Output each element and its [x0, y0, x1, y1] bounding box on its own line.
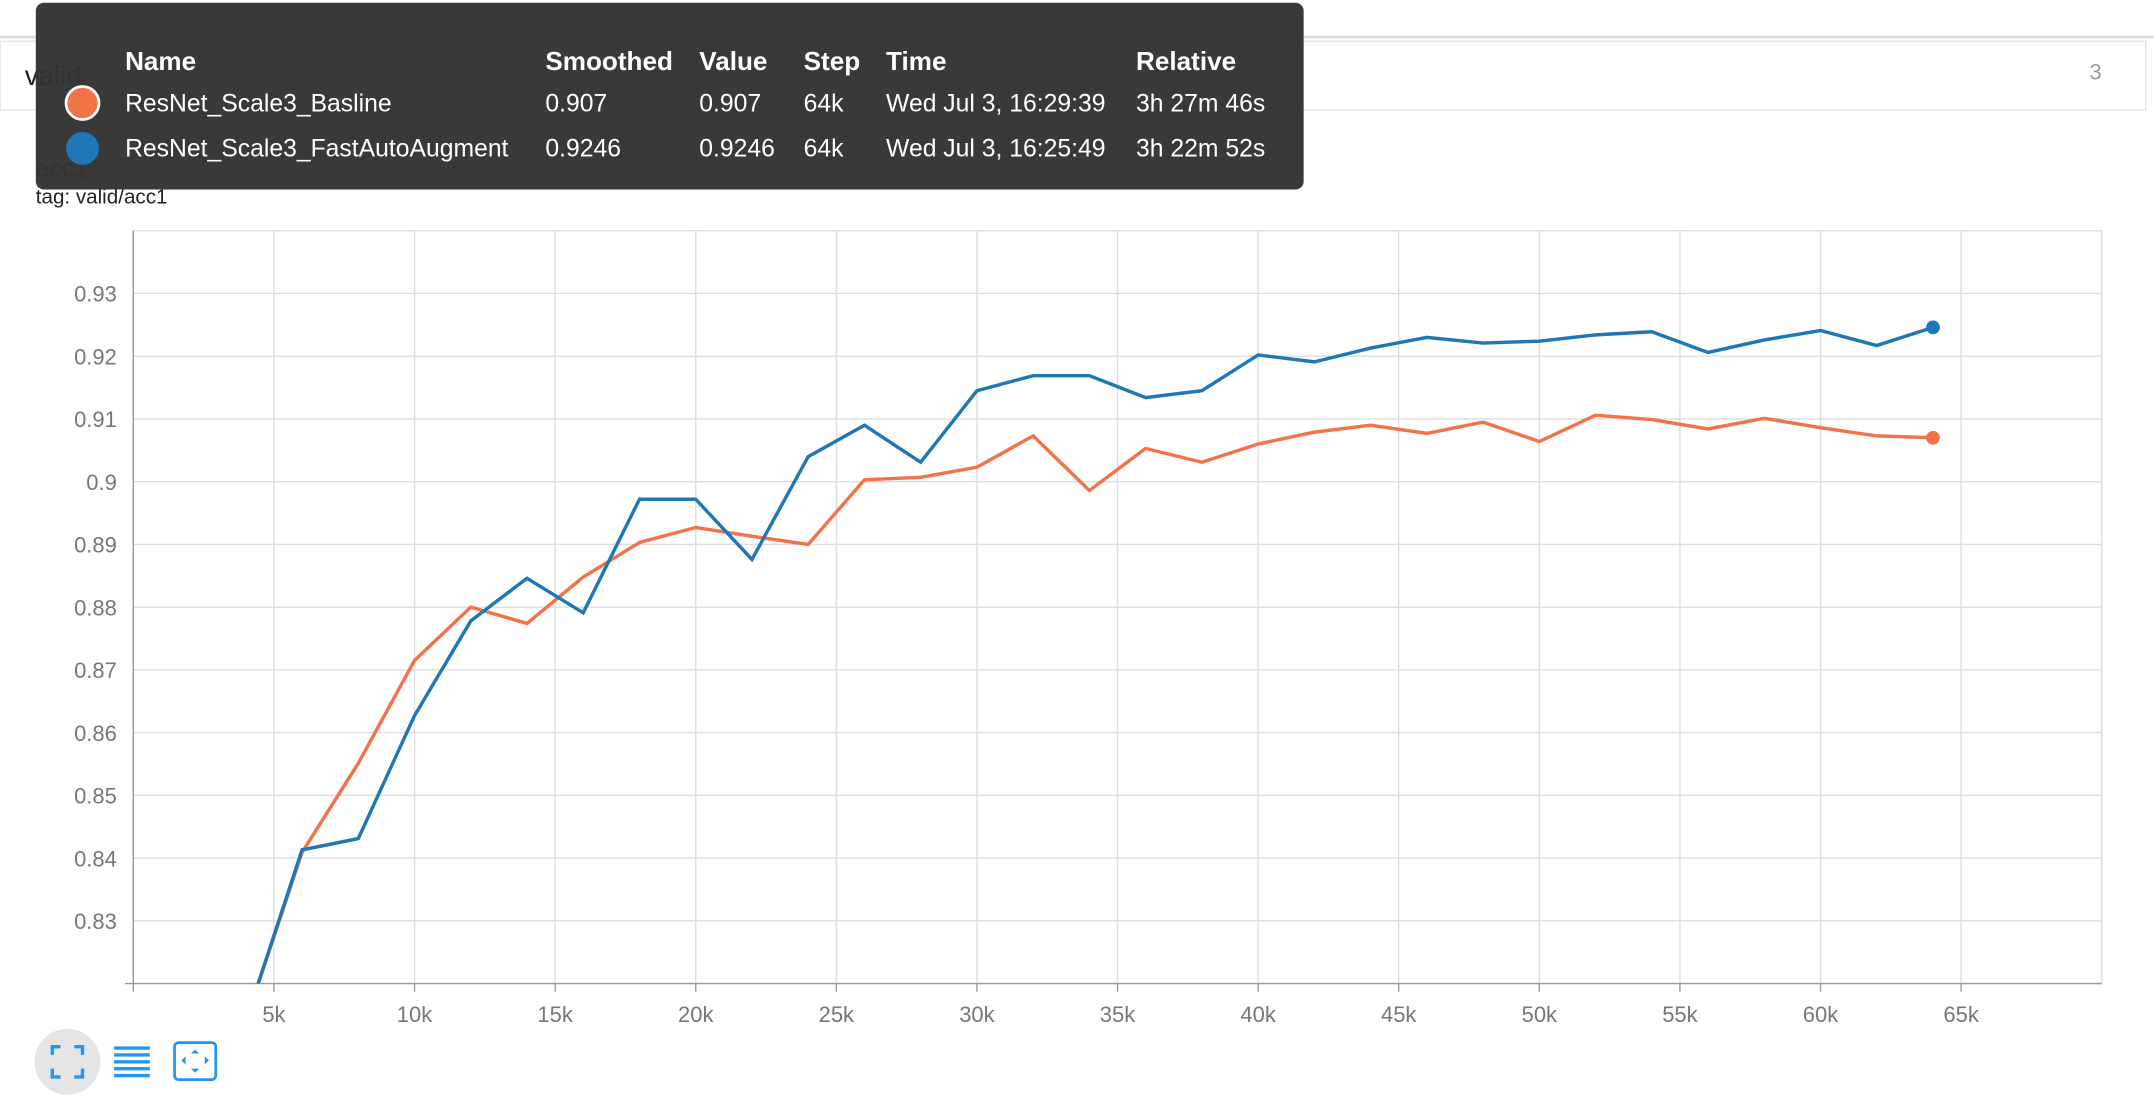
tooltip-bg [35, 2, 1304, 190]
toolbar [34, 1028, 218, 1095]
group-count: 3 [2089, 60, 2101, 85]
y-tick-label: 0.83 [74, 909, 117, 934]
tooltip-cell: 64k [804, 136, 844, 163]
x-tick-label: 5k [262, 1002, 286, 1027]
x-tick-label: 25k [819, 1002, 855, 1027]
plot: 0.83 0.84 0.85 0.86 0.87 0.88 0.89 0.9 0.91 0.92 0… [74, 230, 2103, 1027]
tooltip-swatch [66, 131, 99, 165]
tooltip-cell: ResNet_Scale3_Basline [125, 90, 392, 117]
y-tick-label: 0.87 [74, 658, 117, 683]
tooltip-header: Step [804, 46, 861, 76]
tooltip-header: Relative [1136, 46, 1236, 76]
tooltip-cell: Wed Jul 3, 16:29:39 [886, 90, 1105, 117]
series-group [256, 325, 1934, 984]
x-tick-label: 15k [537, 1002, 573, 1027]
y-tick-label: 0.92 [74, 344, 117, 369]
y-tick-label: 0.88 [74, 595, 117, 620]
lines-icon [114, 1046, 150, 1078]
tooltip-cell: 0.9246 [699, 136, 775, 163]
x-tick-label: 65k [1943, 1002, 1979, 1027]
chart-subtitle: tag: valid/acc1 [36, 185, 168, 208]
tooltip-cell: 3h 22m 52s [1136, 136, 1265, 163]
x-tick-label: 40k [1240, 1002, 1276, 1027]
tooltip-cell: ResNet_Scale3_FastAutoAugment [125, 136, 508, 163]
tooltip-cell: 0.907 [545, 90, 607, 117]
y-tick-label: 0.86 [74, 721, 117, 746]
x-tick-label: 60k [1803, 1002, 1839, 1027]
series-line [256, 325, 1934, 984]
tooltip-cell: Wed Jul 3, 16:25:49 [886, 136, 1105, 163]
tooltip-header: Time [886, 46, 946, 76]
x-tick-label: 45k [1381, 1002, 1417, 1027]
fullscreen-icon [50, 1044, 85, 1079]
log-scale-button[interactable] [112, 1045, 152, 1079]
tooltip-cell: 3h 27m 46s [1136, 90, 1265, 117]
y-tick-label: 0.85 [74, 784, 117, 809]
y-tick-label: 0.84 [74, 846, 117, 871]
series-line [256, 413, 1934, 984]
y-tick-label: 0.91 [74, 407, 117, 432]
tooltip-header: Value [699, 46, 767, 76]
tooltip: Name Smoothed Value Step Time Relative ResNet_… [35, 2, 1304, 190]
tooltip-header: Smoothed [545, 46, 673, 76]
y-tick-label: 0.93 [74, 282, 117, 307]
y-tick-label: 0.9 [86, 470, 117, 495]
last-point [1926, 320, 1940, 335]
tooltip-swatch [64, 85, 101, 121]
fit-arrows [181, 1049, 209, 1073]
y-tick-label: 0.89 [74, 533, 117, 558]
x-tick-label: 55k [1662, 1002, 1698, 1027]
x-tick-label: 50k [1522, 1002, 1558, 1027]
x-tick-label: 35k [1100, 1002, 1136, 1027]
last-point [1926, 430, 1940, 445]
tooltip-header: Name [125, 46, 196, 76]
x-tick-label: 20k [678, 1002, 714, 1027]
tooltip-cell: 64k [804, 90, 844, 117]
tooltip-cell: 0.9246 [545, 136, 621, 163]
fit-domain-button[interactable] [173, 1041, 218, 1082]
fit-icon [173, 1041, 218, 1082]
tooltip-cell: 0.907 [699, 90, 761, 117]
x-tick-label: 30k [959, 1002, 995, 1027]
fullscreen-button[interactable] [34, 1028, 101, 1095]
x-tick-label: 10k [397, 1002, 433, 1027]
